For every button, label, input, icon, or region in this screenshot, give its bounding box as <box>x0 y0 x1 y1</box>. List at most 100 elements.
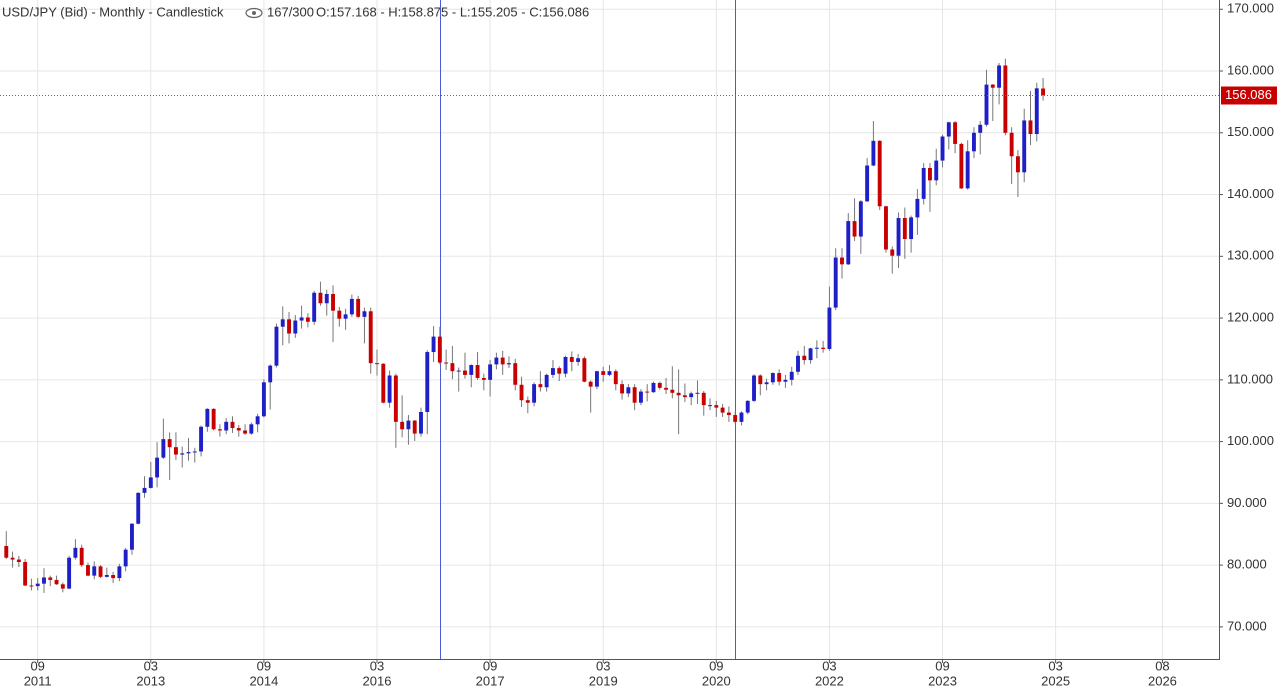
candle-body <box>538 384 543 388</box>
candle-body <box>268 365 273 383</box>
candle-body <box>130 523 134 550</box>
candle-body <box>720 407 725 413</box>
candle-body <box>224 421 229 431</box>
candle-body <box>796 355 800 372</box>
candle-body <box>808 348 813 361</box>
candle-body <box>1034 88 1039 135</box>
x-tick-label: 03 <box>144 658 158 673</box>
candle-body <box>393 375 398 422</box>
candle-body <box>607 371 612 375</box>
x-tick-year: 2016 <box>363 673 392 688</box>
candle-body <box>557 368 562 374</box>
candle-body <box>770 373 775 383</box>
candle-body <box>161 439 166 458</box>
candle-body <box>544 374 549 388</box>
candle-body <box>368 311 373 364</box>
candle-body <box>236 428 241 431</box>
eye-icon <box>245 7 263 19</box>
header: USD/JPY (Bid) - Monthly - Candlestick 16… <box>2 4 589 19</box>
candle-body <box>827 307 832 349</box>
candle-body <box>280 319 285 327</box>
chart-title: USD/JPY (Bid) - Monthly - Candlestick <box>2 4 224 19</box>
candle-body <box>173 447 178 455</box>
candle-body <box>852 221 857 237</box>
x-tick-label: 03 <box>1048 658 1062 673</box>
y-tick-label: 160.000 <box>1227 62 1274 77</box>
y-tick-label: 110.000 <box>1227 371 1273 386</box>
candle-body <box>60 584 65 589</box>
candle-body <box>821 347 826 349</box>
candle-body <box>104 575 109 577</box>
candle-body <box>425 352 430 412</box>
candle-body <box>1009 132 1014 157</box>
candle-body <box>777 373 782 382</box>
candle-body <box>255 416 260 425</box>
candle-body <box>42 577 46 584</box>
y-tick-label: 170.000 <box>1227 1 1274 16</box>
candle-body <box>682 395 687 398</box>
candle-body <box>481 377 486 380</box>
candle-body <box>726 412 731 416</box>
candle-body <box>287 319 291 334</box>
candle-body <box>356 298 361 317</box>
x-tick-year: 2014 <box>249 673 278 688</box>
y-tick-label: 70.000 <box>1227 618 1267 633</box>
candle-body <box>387 375 392 403</box>
candle-body <box>488 364 493 380</box>
candle-body <box>984 84 989 125</box>
candle-body <box>199 426 204 452</box>
candle-body <box>155 457 160 478</box>
candle-body <box>437 336 442 363</box>
candle-body <box>54 579 59 585</box>
candle-body <box>217 429 222 431</box>
x-tick-label: 09 <box>709 658 723 673</box>
x-tick-label: 03 <box>370 658 384 673</box>
candle-body <box>142 487 147 493</box>
candle-body <box>569 356 574 362</box>
candle-body <box>463 370 467 375</box>
y-tick-label: 120.000 <box>1227 310 1274 325</box>
x-tick-year: 2022 <box>815 673 844 688</box>
x-tick-year: 2013 <box>136 673 165 688</box>
candle-body <box>714 405 719 408</box>
grid <box>0 0 1219 659</box>
candles <box>0 58 1219 593</box>
candle-body <box>909 217 914 240</box>
y-tick-label: 90.000 <box>1227 495 1267 510</box>
candle-body <box>745 400 750 413</box>
candle-body <box>412 420 417 434</box>
candle-body <box>293 320 298 334</box>
candle-body <box>921 167 926 199</box>
candle-body <box>946 122 951 137</box>
candle-body <box>186 452 191 454</box>
candle-body <box>551 368 555 375</box>
candle-body <box>915 198 920 218</box>
candle-body <box>211 408 216 430</box>
candle-body <box>86 565 90 576</box>
candle-body <box>959 143 964 189</box>
candle-body <box>167 439 172 448</box>
candle-body <box>664 387 668 390</box>
candle-body <box>431 336 436 353</box>
x-tick-year: 2025 <box>1041 673 1070 688</box>
candle-body <box>343 314 348 319</box>
last-price-label: 156.086 <box>1225 87 1272 102</box>
candle-body <box>362 311 367 317</box>
y-tick-label: 140.000 <box>1227 186 1274 201</box>
candle-body <box>1022 120 1027 173</box>
candle-body <box>588 381 593 387</box>
candle-body <box>695 392 700 394</box>
candle-body <box>381 363 386 403</box>
candle-body <box>92 566 97 576</box>
candle-body <box>532 384 537 403</box>
candle-body <box>783 379 788 382</box>
candle-body <box>884 206 888 250</box>
candle-body <box>953 122 958 144</box>
x-tick-year: 2019 <box>589 673 618 688</box>
candle-body <box>507 363 511 365</box>
candle-body <box>902 218 907 240</box>
candle-body <box>940 136 945 161</box>
candle-body <box>613 371 618 385</box>
candle-body <box>896 218 901 256</box>
candle-body <box>997 65 1002 88</box>
